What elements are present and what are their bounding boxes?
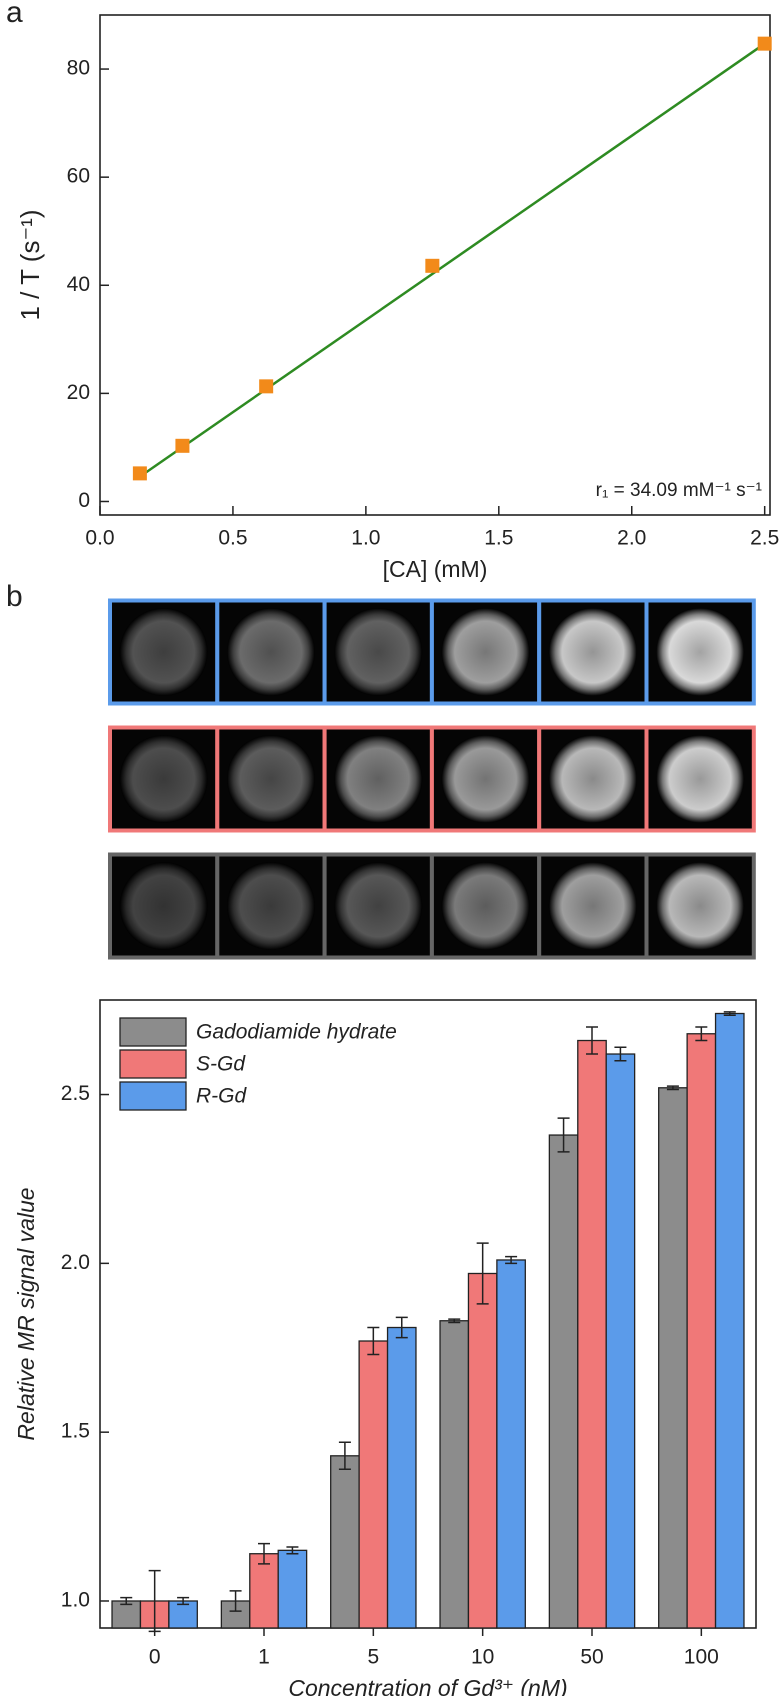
bar — [658, 1087, 688, 1629]
data-point — [259, 379, 274, 394]
bar — [548, 1134, 579, 1629]
bar — [386, 1326, 417, 1629]
legend-label: Gadodiamide hydrate — [196, 1021, 397, 1044]
error-bar — [229, 1590, 242, 1612]
y-tick-label: 1.0 — [61, 1589, 90, 1612]
error-bar — [286, 1546, 299, 1555]
mr-phantom — [334, 608, 423, 696]
legend-swatch — [119, 1049, 187, 1079]
mr-phantom — [441, 735, 530, 823]
error-bar — [120, 1596, 133, 1606]
mr-phantom — [548, 735, 637, 823]
bar — [249, 1553, 279, 1629]
y-tick-label: 1.5 — [61, 1420, 90, 1443]
data-point — [425, 258, 440, 273]
legend-swatch — [119, 1017, 187, 1047]
error-bar — [338, 1441, 351, 1471]
bar — [439, 1320, 470, 1629]
y-tick-label: 80 — [67, 57, 90, 80]
bar — [605, 1053, 636, 1629]
mr-phantom — [119, 862, 208, 950]
bar — [577, 1039, 607, 1629]
bar — [467, 1272, 498, 1629]
x-tick-label: 50 — [580, 1646, 603, 1669]
y-axis-label: 1 / T (s⁻¹) — [15, 210, 45, 321]
y-tick-label: 0 — [78, 489, 90, 512]
error-bar — [614, 1046, 627, 1062]
data-point — [757, 36, 772, 51]
bar — [496, 1259, 526, 1629]
data-point — [132, 466, 147, 481]
error-bar — [557, 1117, 570, 1153]
error-bar — [367, 1326, 380, 1356]
error-bar — [666, 1085, 679, 1091]
error-bar — [148, 1569, 161, 1633]
x-tick-label: 0.5 — [218, 527, 247, 550]
y-tick-label: 60 — [67, 165, 90, 188]
panel-label: a — [6, 0, 23, 29]
x-tick-label: 2.5 — [750, 527, 779, 550]
plot-frame — [99, 14, 771, 516]
error-bar — [586, 1026, 598, 1055]
plot-frame — [99, 999, 757, 1629]
mr-phantom — [656, 608, 745, 696]
mr-phantom — [226, 862, 315, 950]
x-tick-label: 1.0 — [351, 527, 380, 550]
bar — [330, 1455, 360, 1629]
mr-phantom — [334, 862, 423, 950]
mr-phantom — [226, 608, 315, 696]
x-axis-label: [CA] (mM) — [383, 556, 488, 582]
error-bar — [695, 1026, 708, 1042]
error-bar — [448, 1318, 461, 1324]
annotation: r₁ = 34.09 mM⁻¹ s⁻¹ — [596, 480, 762, 501]
mr-phantom — [334, 735, 423, 823]
bar — [714, 1012, 745, 1629]
mr-phantom — [548, 862, 637, 950]
error-bar — [476, 1242, 489, 1305]
data-point — [175, 438, 190, 453]
x-tick-label: 100 — [684, 1646, 719, 1669]
y-axis-label: Relative MR signal value — [13, 1187, 39, 1440]
panel-label: b — [6, 580, 23, 613]
bar — [111, 1600, 142, 1629]
legend-label: R-Gd — [196, 1085, 247, 1108]
mr-phantom — [656, 735, 745, 823]
x-axis-label: Concentration of Gd³⁺ (nM) — [288, 1675, 567, 1696]
mr-phantom — [656, 862, 745, 950]
mr-phantom — [119, 608, 208, 696]
mr-phantom — [441, 862, 530, 950]
mr-phantom — [441, 608, 530, 696]
y-tick-label: 20 — [67, 381, 90, 404]
legend-label: S-Gd — [196, 1053, 246, 1076]
x-tick-label: 1 — [258, 1646, 270, 1669]
x-tick-label: 1.5 — [484, 527, 513, 550]
y-tick-label: 40 — [67, 273, 90, 296]
legend-swatch — [119, 1081, 187, 1111]
error-bar — [258, 1542, 270, 1565]
y-tick-label: 2.0 — [61, 1251, 90, 1274]
bar — [358, 1340, 389, 1629]
x-tick-label: 10 — [471, 1646, 494, 1669]
bar — [686, 1033, 717, 1629]
error-bar — [177, 1596, 190, 1606]
mr-phantom — [226, 735, 315, 823]
y-tick-label: 2.5 — [61, 1082, 90, 1105]
error-bar — [505, 1255, 518, 1265]
x-tick-label: 0 — [149, 1646, 161, 1669]
mr-phantom — [119, 735, 208, 823]
error-bar — [395, 1316, 408, 1339]
x-tick-label: 2.0 — [617, 527, 646, 550]
error-bar — [723, 1011, 736, 1016]
fit-line — [139, 42, 766, 478]
mr-phantom — [548, 608, 637, 696]
x-tick-label: 0.0 — [85, 527, 114, 550]
x-tick-label: 5 — [367, 1646, 379, 1669]
bar — [277, 1549, 308, 1629]
